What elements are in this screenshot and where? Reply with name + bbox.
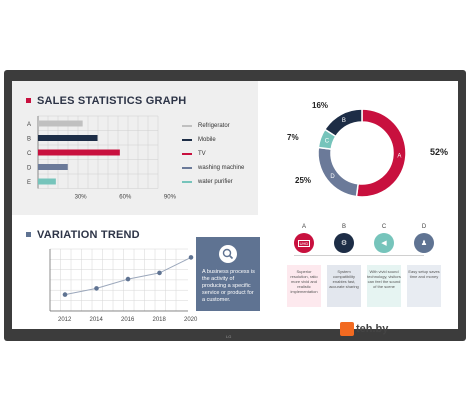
bar-c: [38, 149, 120, 156]
feature-letter-d: D: [421, 224, 427, 230]
donut-slice-b: [323, 108, 363, 138]
sales-title: SALES STATISTICS GRAPH: [26, 95, 186, 107]
category-label: C: [27, 151, 32, 157]
bar-a: [38, 120, 83, 127]
trend-point: [62, 292, 68, 297]
uhd-icon: UHD: [294, 233, 314, 253]
brand-logo: LG: [226, 334, 232, 339]
feature-letter-b: B: [341, 224, 346, 230]
tehby-logo-icon: [340, 322, 354, 336]
feature-connector: [294, 255, 424, 256]
users-icon: ♟: [414, 233, 434, 253]
variation-title-text: VARIATION TREND: [37, 229, 140, 241]
donut-slice-d: [317, 146, 359, 198]
year-label: 2012: [58, 317, 72, 323]
donut-slice-label: A: [397, 153, 401, 159]
year-label: 2014: [90, 317, 104, 323]
donut-label-16: 16%: [312, 101, 329, 110]
bar-b: [38, 135, 98, 141]
info-box: A business process is the activity of pr…: [196, 237, 260, 311]
trend-point: [94, 286, 99, 291]
trend-point: [188, 255, 194, 260]
year-label: 2016: [121, 317, 135, 323]
category-label: D: [27, 166, 32, 172]
feature-card-c: With vivid sound technology, visitors ca…: [367, 265, 401, 307]
feature-card-a: Superior resolution, ratio more vivid an…: [287, 265, 321, 307]
info-text: A business process is the activity of pr…: [202, 269, 255, 303]
title-marker: [26, 97, 31, 103]
feature-card-d: Easy setup saves time and money: [407, 265, 441, 307]
legend-item-refrigerator: Refrigerator: [182, 123, 230, 129]
bar-d: [38, 164, 68, 170]
speaker-icon: ◀: [374, 233, 394, 253]
display-screen: SALES STATISTICS GRAPH A B C D E 30% 60% 90% Re…: [12, 81, 458, 329]
sales-panel: [12, 81, 258, 215]
category-label: A: [27, 122, 31, 128]
trend-point: [125, 276, 131, 282]
x-tick-label: 90%: [164, 195, 177, 201]
trend-line: [64, 256, 192, 296]
sales-bar-chart: A B C D E 30% 60% 90%: [27, 115, 177, 201]
donut-slice-label: B: [342, 118, 346, 124]
x-tick-label: 30%: [75, 195, 88, 201]
year-label: 2020: [184, 317, 198, 323]
gear-icon: ⚙: [334, 233, 354, 253]
donut-slice-a: [355, 108, 407, 198]
watermark-text: teh.by: [356, 323, 389, 335]
search-icon: [219, 245, 237, 263]
title-marker: [26, 231, 31, 237]
donut-chart: A D C B: [317, 108, 407, 198]
donut-slice-label: D: [330, 174, 335, 180]
x-tick-label: 60%: [119, 195, 132, 201]
watermark: teh.by: [340, 321, 468, 337]
donut-label-52: 52%: [430, 147, 449, 157]
trend-point: [157, 270, 162, 276]
legend-item-water-purifier: water purifier: [182, 179, 233, 185]
year-label: 2018: [153, 317, 167, 323]
donut-label-25: 25%: [295, 176, 312, 185]
feature-letter-a: A: [301, 224, 306, 230]
variation-line-chart: 2012 2014 2016 2018 2020: [49, 248, 198, 323]
feature-letter-c: C: [381, 224, 387, 230]
category-label: B: [27, 137, 31, 143]
bar-e: [38, 178, 56, 185]
donut-slice-label: C: [325, 138, 330, 144]
feature-card-b: System compatibility enables fast, accur…: [327, 265, 361, 307]
variation-title: VARIATION TREND: [26, 229, 140, 241]
category-label: E: [27, 180, 31, 186]
legend-item-tv: TV: [182, 151, 206, 157]
donut-label-7: 7%: [287, 133, 299, 142]
sales-title-text: SALES STATISTICS GRAPH: [37, 95, 187, 107]
legend-item-washing-machine: washing machine: [182, 165, 244, 171]
legend-item-mobile: Mobile: [182, 137, 216, 143]
